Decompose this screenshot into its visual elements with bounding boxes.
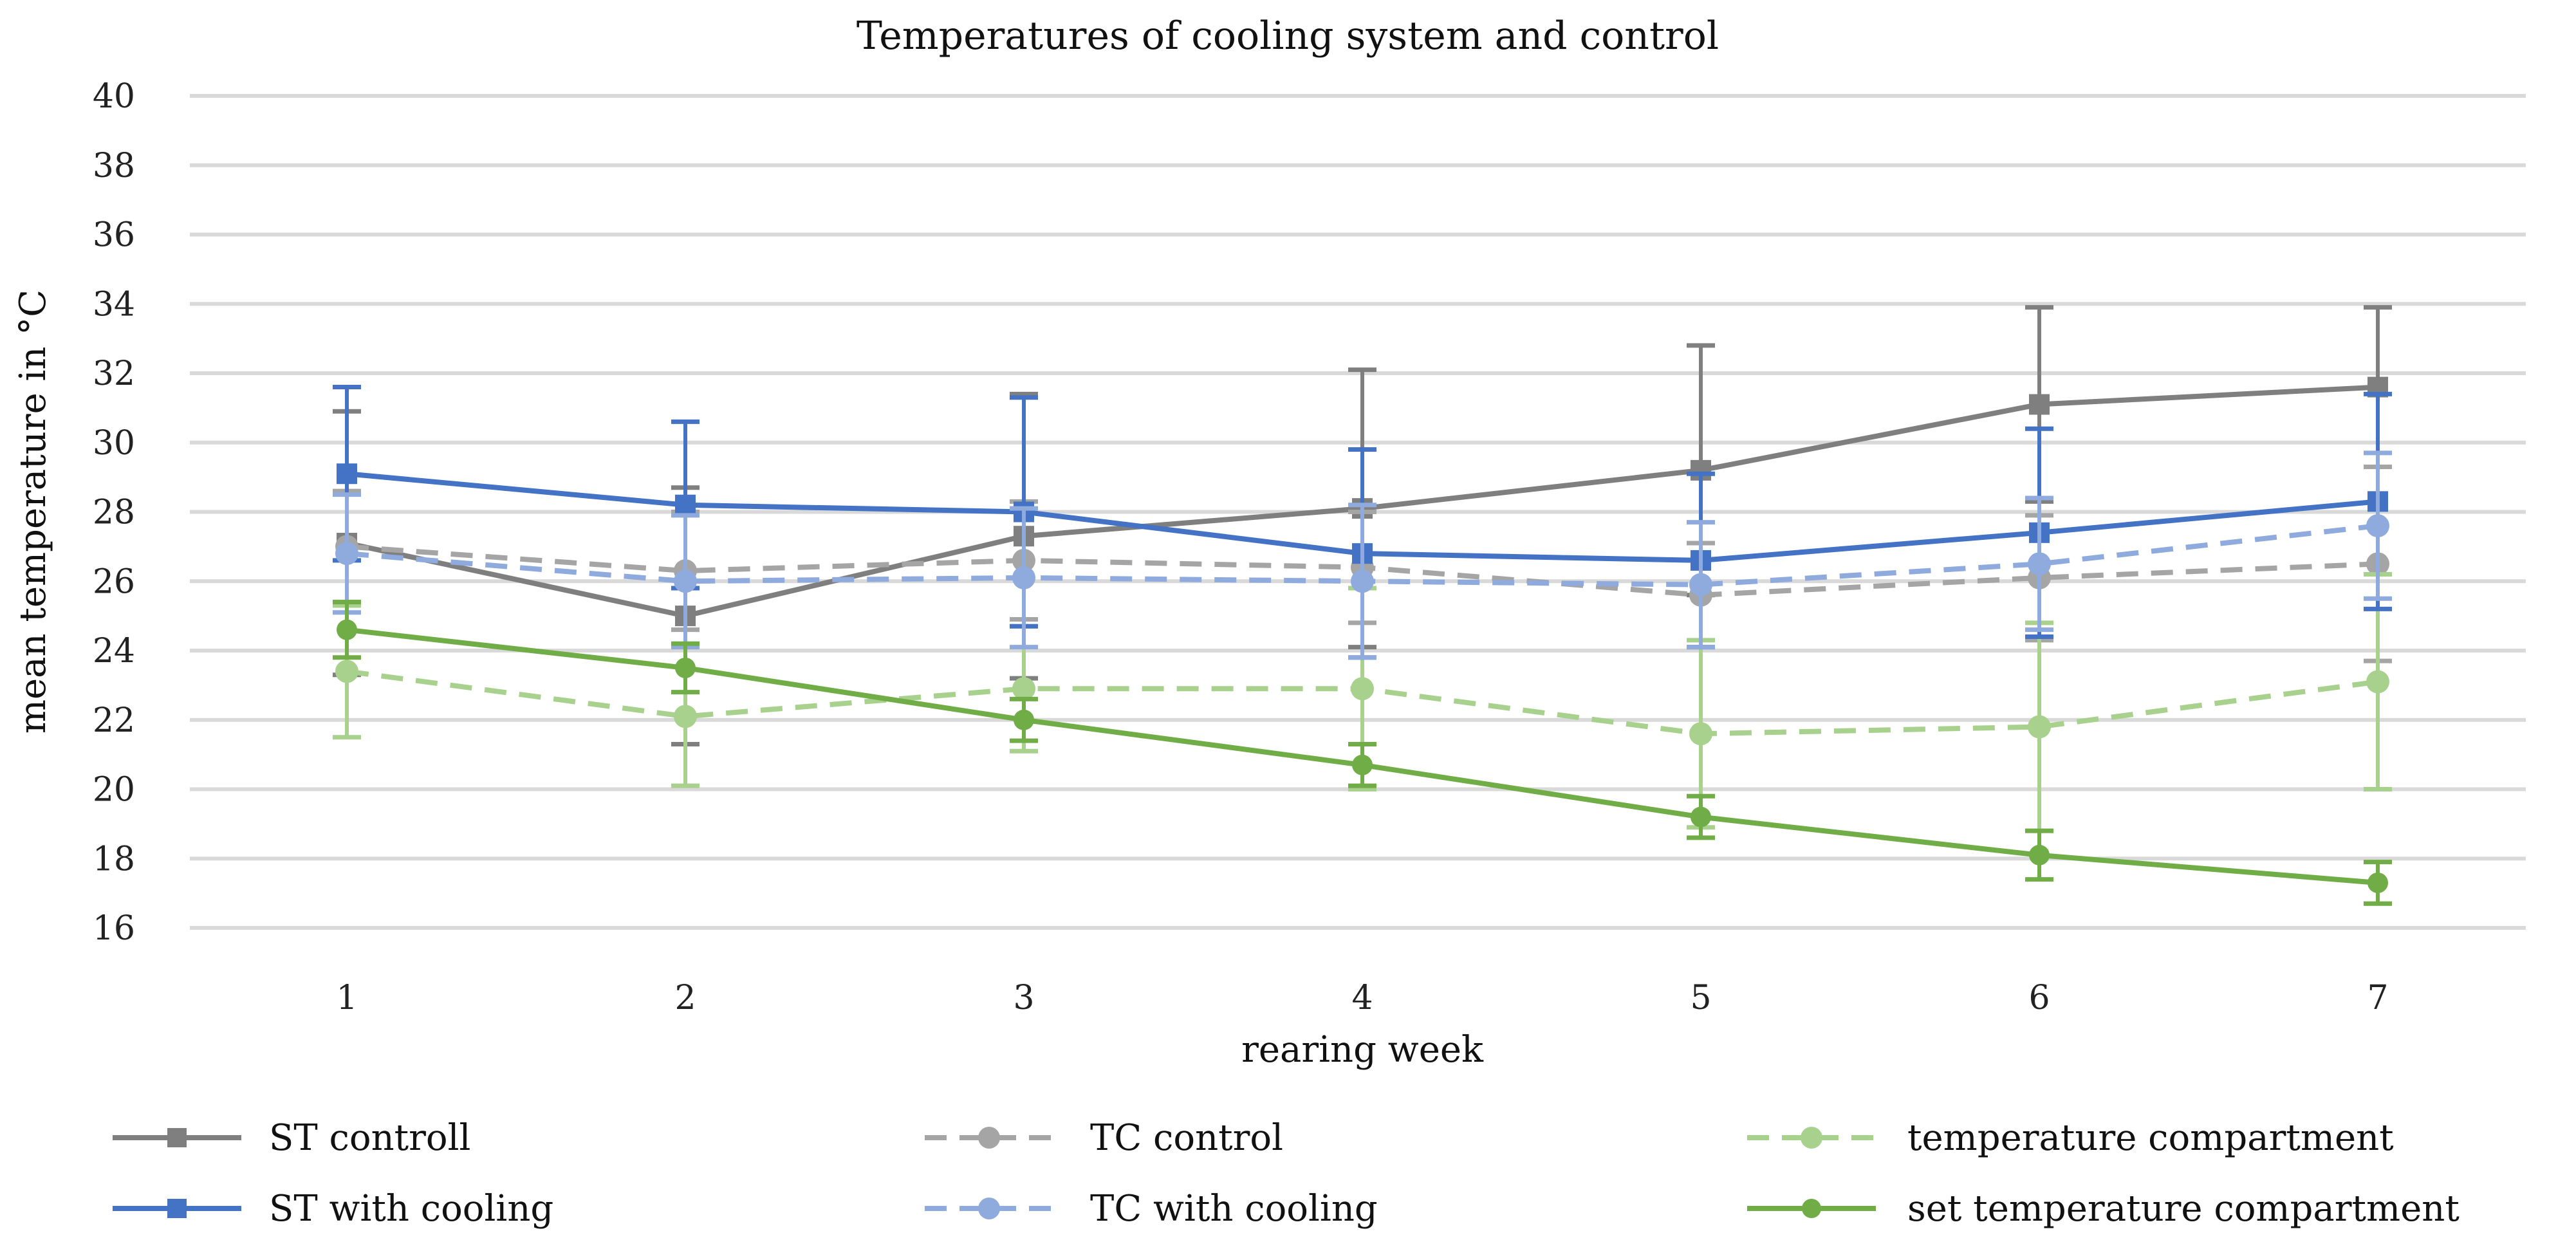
diamond-marker [2029,844,2050,865]
square-marker [167,1199,187,1218]
legend-item: ST controll [113,1117,470,1159]
circle-marker [1689,573,1712,597]
y-tick-label: 26 [93,562,135,601]
x-tick-label: 5 [1690,979,1711,1017]
x-tick-label: 1 [336,979,357,1017]
circle-marker [1012,566,1035,589]
x-tick-label: 3 [1013,979,1034,1017]
square-marker [2029,394,2050,415]
circle-marker [2366,670,2389,694]
series-tc-with-cooling [333,450,2392,660]
circle-marker [335,542,358,566]
legend-label: TC control [1090,1117,1283,1159]
y-tick-label: 34 [93,285,135,324]
legend-item: temperature compartment [1747,1117,2394,1159]
y-tick-label: 16 [93,909,135,948]
circle-marker [674,705,697,728]
legend-label: ST controll [269,1117,470,1159]
y-tick-label: 22 [93,701,135,740]
square-marker [337,463,357,485]
circle-marker [1801,1127,1822,1149]
y-tick-label: 30 [93,424,135,463]
legend-label: temperature compartment [1907,1117,2394,1159]
x-tick-label: 4 [1351,979,1373,1017]
square-marker [675,494,696,515]
diamond-marker [1352,754,1373,775]
circle-marker [978,1198,1000,1219]
x-tick-label: 7 [2367,979,2388,1017]
y-tick-label: 20 [93,771,135,810]
y-tick-label: 24 [93,632,135,671]
legend-item: set temperature compartment [1747,1188,2460,1230]
circle-marker [1012,677,1035,701]
legend-label: TC with cooling [1090,1188,1378,1230]
circle-marker [1689,722,1712,746]
diamond-marker [337,619,357,640]
x-axis-label: rearing week [1241,1029,1484,1071]
series-group [333,305,2392,906]
legend: ST controll TC control temperature compart… [113,1117,2460,1230]
circle-marker [2028,552,2051,576]
legend-item: ST with cooling [113,1188,553,1230]
diamond-marker [2368,872,2388,893]
y-axis-ticks: 16 18 20 22 24 26 28 30 32 34 36 38 40 [93,77,135,948]
diamond-marker [675,657,696,678]
y-tick-label: 18 [93,840,135,878]
legend-label: ST with cooling [269,1188,553,1230]
legend-item: TC with cooling [925,1188,1378,1230]
y-tick-label: 28 [93,494,135,532]
x-tick-label: 6 [2028,979,2050,1017]
chart-title: Temperatures of cooling system and contr… [857,14,1719,59]
y-axis-label: mean temperature in °C [12,290,54,734]
circle-marker [1351,569,1374,593]
circle-marker [978,1127,1000,1149]
circle-marker [2366,514,2389,538]
y-tick-label: 38 [93,147,135,185]
y-tick-label: 40 [93,77,135,116]
series-set-temperature-compartment [333,600,2392,906]
x-tick-label: 2 [674,979,696,1017]
legend-label: set temperature compartment [1907,1188,2460,1230]
x-axis-ticks: 1 2 3 4 5 6 7 [336,979,2388,1017]
square-marker [167,1128,187,1147]
diamond-marker [1691,806,1711,828]
y-tick-label: 32 [93,355,135,393]
circle-marker [335,660,358,683]
diamond-marker [1014,709,1034,730]
circle-marker [674,569,697,593]
legend-item: TC control [925,1117,1283,1159]
circle-marker [2028,715,2051,739]
diamond-marker [1802,1199,1821,1218]
circle-marker [1351,677,1374,701]
y-tick-label: 36 [93,216,135,255]
